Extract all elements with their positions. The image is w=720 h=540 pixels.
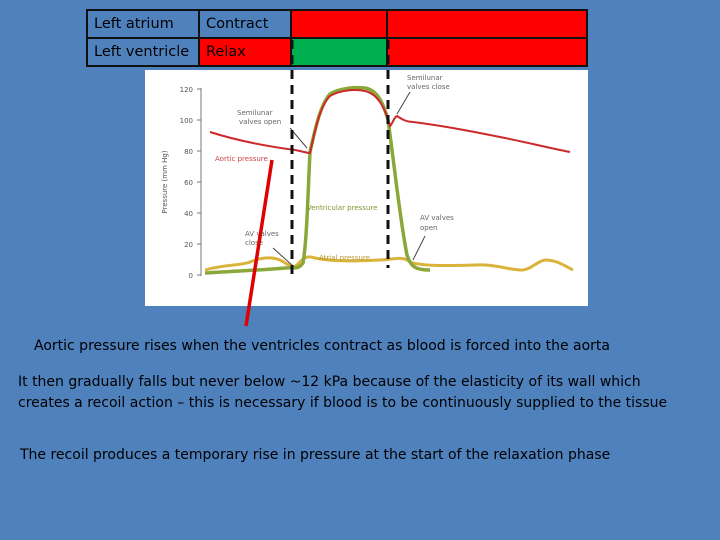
y-tick-label: 80 <box>184 148 193 156</box>
phase-cell <box>386 9 588 39</box>
semilunar-close-pointer <box>396 91 411 115</box>
semilunar-close-label-2: valves close <box>407 83 450 91</box>
row-left-atrium: Left atrium Contract <box>86 9 588 39</box>
pressure-graph: 120 100 80 60 40 20 0 Pressure (mm Hg) S… <box>161 74 574 280</box>
av-open-pointer <box>412 235 426 261</box>
y-tick-label: 0 <box>189 272 193 280</box>
row-label-left-atrium: Left atrium <box>86 9 200 39</box>
semilunar-close-label-1: Semilunar <box>407 74 443 82</box>
av-open-label-2: open <box>420 224 437 232</box>
y-tick-label: 60 <box>184 179 193 187</box>
av-close-pointer <box>272 247 294 267</box>
semilunar-open-label-2: valves open <box>239 118 281 126</box>
phase-cell <box>290 9 388 39</box>
semilunar-open-pointer <box>289 127 308 149</box>
caption-recoil-rise: The recoil produces a temporary rise in … <box>20 447 611 463</box>
caption-elastic-recoil: It then gradually falls but never below … <box>18 374 668 411</box>
av-close-label-2: close <box>245 239 263 247</box>
ventricular-pressure-label: Ventricular pressure <box>307 204 377 212</box>
atrial-pressure-label: Atrial pressure <box>319 254 370 262</box>
y-tick-label: 100 <box>180 117 193 125</box>
y-tick-label: 20 <box>184 241 193 249</box>
y-tick-label: 120 <box>180 86 193 94</box>
aortic-pressure-label: Aortic pressure <box>215 155 268 163</box>
pressure-figure: 120 100 80 60 40 20 0 Pressure (mm Hg) S… <box>145 70 588 306</box>
caption-aortic-rise: Aortic pressure rises when the ventricle… <box>34 338 610 354</box>
row-label-left-ventricle: Left ventricle <box>86 37 200 67</box>
row-left-ventricle: Left ventricle Relax <box>86 37 588 67</box>
phase-cell: Contract <box>198 9 292 39</box>
phase-cell: Relax <box>198 37 292 67</box>
phase-cell <box>290 37 388 67</box>
av-close-label-1: AV valves <box>245 230 279 238</box>
av-open-label-1: AV valves <box>420 214 454 222</box>
semilunar-open-label-1: Semilunar <box>237 109 273 117</box>
y-axis-label: Pressure (mm Hg) <box>161 150 169 213</box>
aortic-pressure-curve <box>209 89 571 155</box>
y-tick-label: 40 <box>184 210 193 218</box>
phase-table: Left atrium Contract Left ventricle Rela… <box>86 9 588 67</box>
phase-cell <box>386 37 588 67</box>
